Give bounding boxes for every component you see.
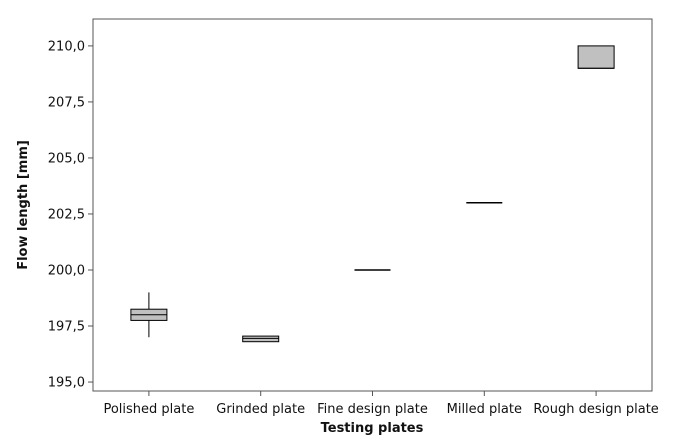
y-tick-label: 202,5 xyxy=(48,207,85,222)
box xyxy=(577,45,615,69)
y-tick-label: 207,5 xyxy=(48,95,85,110)
box-series xyxy=(130,45,615,343)
box-plot-grinded-plate xyxy=(242,335,280,343)
x-tick-label: Fine design plate xyxy=(317,402,428,417)
x-tick-label: Polished plate xyxy=(103,402,194,417)
y-axis-title: Flow length [mm] xyxy=(16,140,31,270)
y-tick-label: 205,0 xyxy=(48,151,85,166)
x-tick-label: Rough design plate xyxy=(533,402,658,417)
box xyxy=(242,335,280,343)
y-tick-label: 197,5 xyxy=(48,320,85,335)
y-tick-label: 210,0 xyxy=(48,39,85,54)
y-axis: 195,0 197,5 200,0 202,5 205,0 207,5 210,0 xyxy=(48,39,93,391)
x-tick-label: Milled plate xyxy=(447,402,522,417)
x-tick-label: Grinded plate xyxy=(216,402,305,417)
x-axis-title: Testing plates xyxy=(321,421,424,436)
x-axis: Polished plate Grinded plate Fine design p… xyxy=(103,391,659,417)
y-tick-label: 200,0 xyxy=(48,263,85,278)
y-tick-label: 195,0 xyxy=(48,376,85,391)
box-plot-polished-plate xyxy=(130,292,168,338)
plot-frame xyxy=(92,18,653,392)
box-plot-rough-design-plate xyxy=(577,45,615,69)
